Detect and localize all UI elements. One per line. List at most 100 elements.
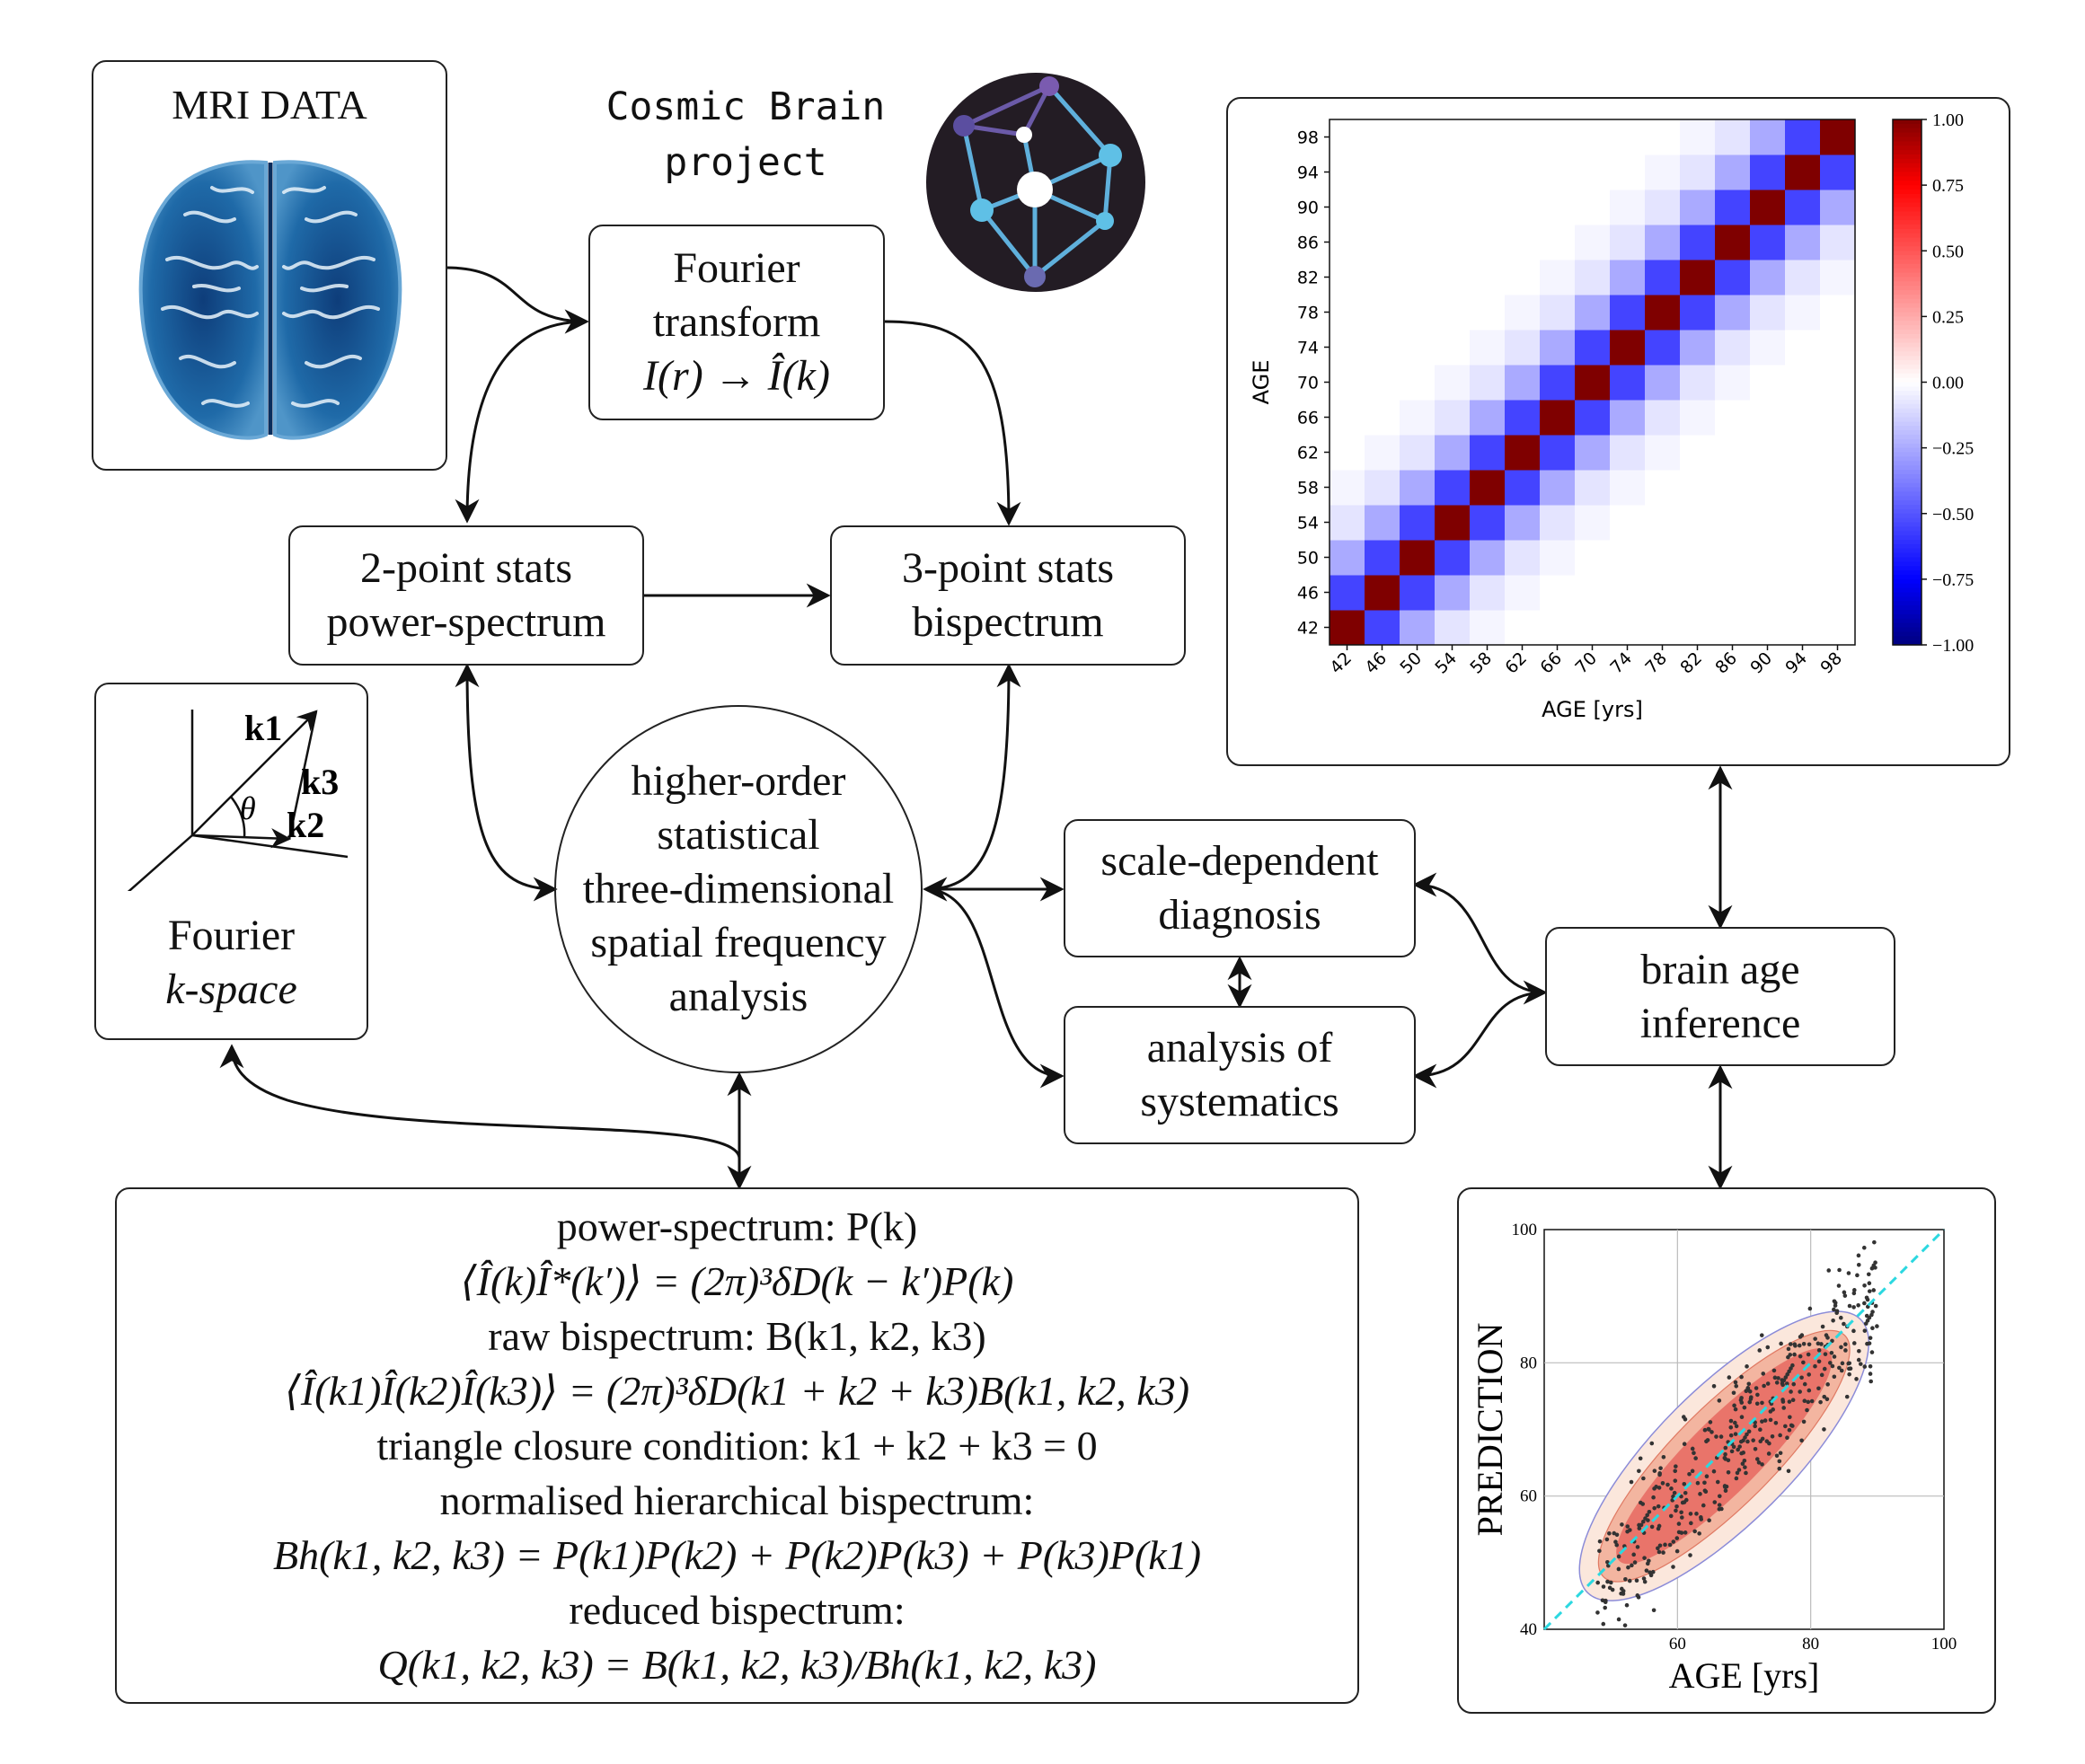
scatter-point: [1631, 1552, 1636, 1557]
colorbar-segment: [1893, 435, 1922, 440]
heatmap-cell: [1750, 190, 1786, 225]
colorbar-segment: [1893, 400, 1922, 405]
heatmap-cell: [1575, 470, 1611, 506]
heatmap-cell: [1435, 225, 1471, 260]
scatter-point: [1728, 1433, 1734, 1438]
scatter-point: [1604, 1537, 1610, 1542]
kspace-caption: Fourier k-space: [96, 909, 367, 1017]
scatter-point: [1601, 1584, 1606, 1589]
heatmap-cell: [1785, 295, 1821, 331]
heatmap-cell: [1505, 575, 1541, 611]
heatmap-cell: [1610, 260, 1646, 295]
scatter-point: [1801, 1419, 1807, 1424]
scatter-point: [1807, 1342, 1812, 1347]
scatter-ytick-label: 60: [1520, 1487, 1537, 1506]
scatter-point: [1745, 1432, 1749, 1437]
colorbar-segment: [1893, 207, 1922, 212]
heatmap-cell: [1820, 575, 1856, 611]
heatmap-cell: [1505, 225, 1541, 260]
scatter-point: [1820, 1324, 1825, 1329]
scatter-point: [1625, 1529, 1630, 1534]
scatter-point: [1847, 1303, 1852, 1309]
scatter-point: [1789, 1423, 1794, 1428]
heatmap-cell: [1365, 260, 1400, 295]
colorbar-segment: [1893, 158, 1922, 164]
arrow-3pt-to-circle: [923, 663, 1021, 902]
scatter-point: [1872, 1239, 1877, 1245]
scatter-point: [1798, 1335, 1803, 1339]
kspace-label-k2: k2: [287, 805, 324, 845]
heatmap-cell: [1820, 119, 1856, 155]
scatter-point: [1741, 1451, 1745, 1455]
heatmap-cell: [1505, 154, 1541, 190]
fourier-transform-formula: I(r) → Î(k): [643, 352, 830, 400]
scatter-point: [1783, 1424, 1788, 1429]
scatter-point: [1854, 1377, 1859, 1381]
colorbar-segment: [1893, 548, 1922, 554]
scatter-point: [1736, 1468, 1742, 1472]
scatter-point: [1736, 1447, 1740, 1452]
scatter-point: [1858, 1362, 1863, 1366]
scatter-point: [1610, 1587, 1615, 1592]
scatter-point: [1787, 1427, 1792, 1433]
scatter-point: [1798, 1354, 1803, 1359]
heatmap-cell: [1540, 400, 1576, 436]
scatter-point: [1722, 1485, 1727, 1489]
heatmap-cell: [1820, 330, 1856, 366]
brain-age-box: brain age inference: [1545, 927, 1895, 1066]
scatter-point: [1774, 1453, 1780, 1459]
heatmap-xtick-label: 58: [1466, 648, 1496, 678]
colorbar-segment: [1893, 342, 1922, 348]
heatmap-cell: [1750, 435, 1786, 471]
scatter-point: [1603, 1605, 1607, 1610]
scatter-xtick-label: 100: [1931, 1635, 1957, 1654]
heatmap-cell: [1575, 505, 1611, 541]
hos-analysis-circle: higher-order statistical three-dimension…: [554, 705, 923, 1073]
heatmap-cell: [1610, 435, 1646, 471]
scatter-point: [1660, 1481, 1665, 1486]
kspace-vector-k3: [287, 710, 318, 840]
colorbar-tick-label: 1.00: [1932, 110, 1964, 130]
colorbar-segment: [1893, 575, 1922, 580]
project-title-line1: Cosmic Brain: [605, 84, 886, 129]
scatter-point: [1862, 1301, 1867, 1306]
heatmap-cell: [1820, 610, 1856, 646]
colorbar-segment: [1893, 356, 1922, 361]
scatter-point: [1679, 1510, 1683, 1515]
scatter-point: [1674, 1548, 1680, 1554]
heatmap-cell: [1750, 470, 1786, 506]
scatter-point: [1741, 1438, 1745, 1443]
scatter-point: [1771, 1368, 1777, 1373]
arrow-equations-to-kspace: [219, 1044, 741, 1160]
kspace-vector-k1: [191, 710, 318, 836]
hos-line5: analysis: [668, 973, 808, 1020]
scatter-point: [1745, 1364, 1749, 1369]
mri-data-box: MRI DATA: [92, 60, 447, 471]
scatter-point: [1694, 1512, 1699, 1516]
heatmap-cell: [1610, 470, 1646, 506]
heatmap-cell: [1365, 575, 1400, 611]
colorbar-segment: [1893, 592, 1922, 597]
colorbar-segment: [1893, 526, 1922, 532]
heatmap-cell: [1785, 610, 1821, 646]
systematics-line1: analysis of: [1146, 1024, 1333, 1072]
scatter-point: [1657, 1549, 1662, 1555]
scatter-point: [1816, 1341, 1821, 1346]
scatter-point: [1746, 1381, 1752, 1387]
scatter-point: [1792, 1342, 1798, 1347]
scatter-point: [1640, 1502, 1646, 1506]
heatmap-cell: [1610, 610, 1646, 646]
heatmap-cell: [1750, 575, 1786, 611]
colorbar-segment: [1893, 443, 1922, 449]
heatmap-cell: [1505, 400, 1541, 436]
colorbar-segment: [1893, 426, 1922, 431]
scatter-point: [1722, 1455, 1727, 1460]
scatter-point: [1873, 1260, 1877, 1265]
colorbar-segment: [1893, 132, 1922, 138]
scatter-point: [1851, 1291, 1857, 1296]
scatter-point: [1788, 1415, 1792, 1420]
scatter-point: [1756, 1460, 1762, 1465]
colorbar-segment: [1893, 395, 1922, 401]
brain-age-line1: brain age: [1640, 945, 1800, 993]
colorbar-segment: [1893, 181, 1922, 186]
